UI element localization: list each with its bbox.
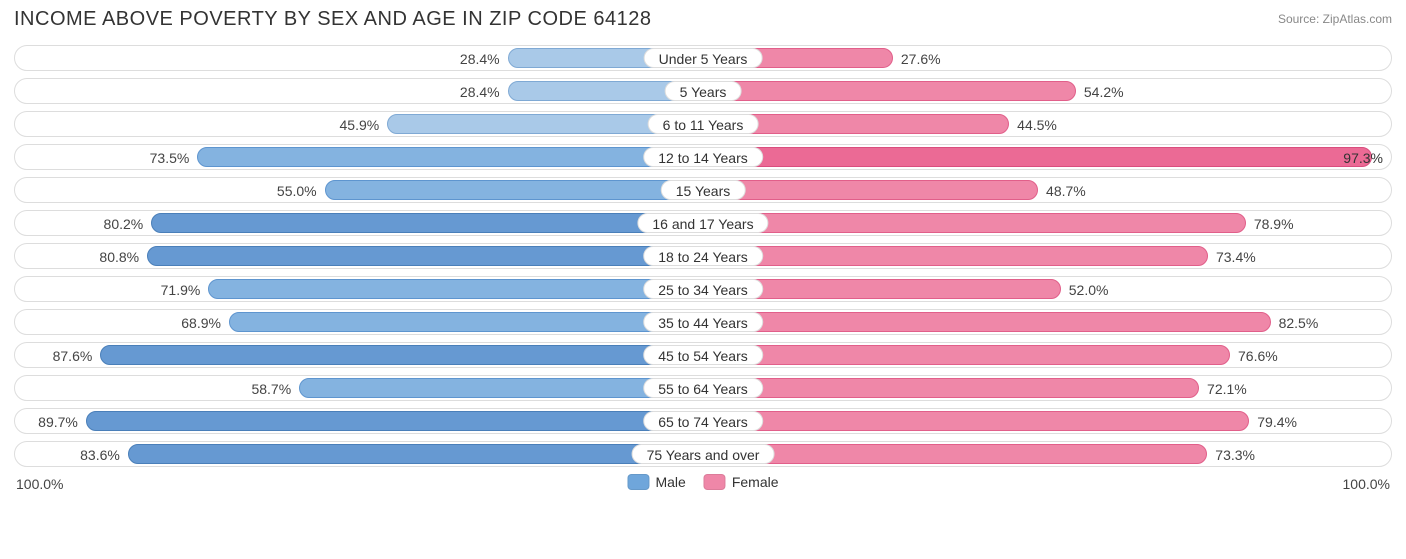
value-label-female: 78.9%: [1254, 211, 1294, 237]
category-label: 35 to 44 Years: [643, 312, 763, 332]
value-label-female: 52.0%: [1069, 277, 1109, 303]
category-label: 6 to 11 Years: [648, 114, 759, 134]
legend-label-male: Male: [655, 474, 685, 490]
bar-male: [151, 213, 703, 233]
chart-row: 68.9% 82.5% 35 to 44 Years: [14, 309, 1392, 335]
value-label-female: 72.1%: [1207, 376, 1247, 402]
bar-male: [100, 345, 703, 365]
value-label-male: 28.4%: [460, 79, 500, 105]
value-label-female: 76.6%: [1238, 343, 1278, 369]
value-label-female: 48.7%: [1046, 178, 1086, 204]
value-label-male: 83.6%: [80, 442, 120, 468]
chart-footer: 100.0% Male Female 100.0%: [14, 474, 1392, 500]
chart-area: 28.4% 27.6% Under 5 Years 28.4% 54.2% 5 Years…: [14, 45, 1392, 467]
swatch-male: [627, 474, 649, 490]
chart-row: 28.4% 27.6% Under 5 Years: [14, 45, 1392, 71]
legend: Male Female: [627, 474, 778, 490]
chart-row: 87.6% 76.6% 45 to 54 Years: [14, 342, 1392, 368]
category-label: 45 to 54 Years: [643, 345, 763, 365]
value-label-female: 73.3%: [1215, 442, 1255, 468]
bar-female: [703, 147, 1372, 167]
category-label: 18 to 24 Years: [643, 246, 763, 266]
axis-left-label: 100.0%: [16, 476, 63, 492]
legend-label-female: Female: [732, 474, 779, 490]
category-label: 5 Years: [665, 81, 742, 101]
value-label-female: 27.6%: [901, 46, 941, 72]
source-label: Source: ZipAtlas.com: [1278, 8, 1392, 26]
bar-male: [86, 411, 703, 431]
bar-female: [703, 378, 1199, 398]
value-label-male: 28.4%: [460, 46, 500, 72]
value-label-male: 68.9%: [181, 310, 221, 336]
value-label-male: 89.7%: [38, 409, 78, 435]
value-label-male: 80.8%: [99, 244, 139, 270]
bar-male: [208, 279, 703, 299]
value-label-male: 71.9%: [161, 277, 201, 303]
bar-female: [703, 444, 1207, 464]
bar-male: [128, 444, 703, 464]
swatch-female: [704, 474, 726, 490]
category-label: 75 Years and over: [632, 444, 775, 464]
bar-female: [703, 213, 1246, 233]
bar-female: [703, 180, 1038, 200]
chart-row: 73.5% 97.3% 12 to 14 Years: [14, 144, 1392, 170]
legend-item-female: Female: [704, 474, 779, 490]
value-label-male: 80.2%: [104, 211, 144, 237]
category-label: 12 to 14 Years: [643, 147, 763, 167]
value-label-male: 45.9%: [340, 112, 380, 138]
category-label: 55 to 64 Years: [643, 378, 763, 398]
category-label: 25 to 34 Years: [643, 279, 763, 299]
chart-row: 80.2% 78.9% 16 and 17 Years: [14, 210, 1392, 236]
category-label: 16 and 17 Years: [637, 213, 768, 233]
bar-female: [703, 345, 1230, 365]
chart-title: INCOME ABOVE POVERTY BY SEX AND AGE IN Z…: [14, 8, 651, 31]
category-label: Under 5 Years: [644, 48, 763, 68]
bar-female: [703, 312, 1271, 332]
bar-male: [197, 147, 703, 167]
legend-item-male: Male: [627, 474, 685, 490]
value-label-female: 44.5%: [1017, 112, 1057, 138]
category-label: 65 to 74 Years: [643, 411, 763, 431]
chart-row: 83.6% 73.3% 75 Years and over: [14, 441, 1392, 467]
chart-row: 89.7% 79.4% 65 to 74 Years: [14, 408, 1392, 434]
chart-row: 71.9% 52.0% 25 to 34 Years: [14, 276, 1392, 302]
bar-female: [703, 246, 1208, 266]
bar-female: [703, 411, 1249, 431]
value-label-male: 58.7%: [251, 376, 291, 402]
bar-male: [229, 312, 703, 332]
value-label-female: 54.2%: [1084, 79, 1124, 105]
value-label-male: 55.0%: [277, 178, 317, 204]
value-label-male: 73.5%: [150, 145, 190, 171]
value-label-female: 82.5%: [1279, 310, 1319, 336]
value-label-female: 97.3%: [1343, 145, 1383, 171]
axis-right-label: 100.0%: [1343, 476, 1390, 492]
chart-row: 55.0% 48.7% 15 Years: [14, 177, 1392, 203]
category-label: 15 Years: [661, 180, 746, 200]
bar-female: [703, 81, 1076, 101]
chart-row: 28.4% 54.2% 5 Years: [14, 78, 1392, 104]
chart-row: 45.9% 44.5% 6 to 11 Years: [14, 111, 1392, 137]
header: INCOME ABOVE POVERTY BY SEX AND AGE IN Z…: [14, 8, 1392, 31]
chart-row: 58.7% 72.1% 55 to 64 Years: [14, 375, 1392, 401]
value-label-female: 79.4%: [1257, 409, 1297, 435]
value-label-male: 87.6%: [53, 343, 93, 369]
chart-row: 80.8% 73.4% 18 to 24 Years: [14, 243, 1392, 269]
bar-male: [147, 246, 703, 266]
bar-male: [325, 180, 703, 200]
value-label-female: 73.4%: [1216, 244, 1256, 270]
